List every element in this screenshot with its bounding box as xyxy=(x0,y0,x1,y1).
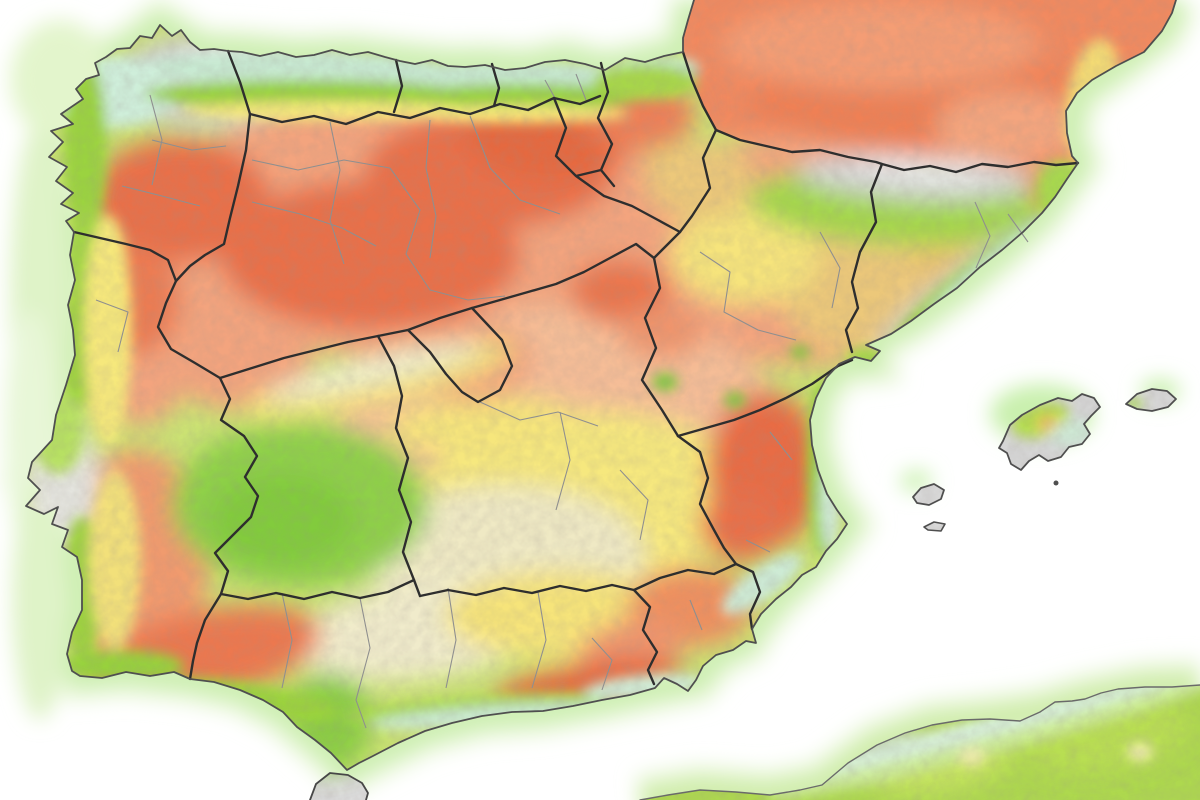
province-border xyxy=(689,431,793,631)
peninsula-coastline xyxy=(25,0,1177,771)
galicia-border xyxy=(174,49,252,283)
formentera-coastline xyxy=(923,521,946,532)
province-border xyxy=(974,201,1029,269)
basque-navarra-border xyxy=(596,61,616,188)
spain-france-border xyxy=(681,50,1080,174)
province-border xyxy=(251,201,377,247)
aragon-west-border xyxy=(640,230,682,438)
mallorca-coastline xyxy=(998,393,1101,471)
murcia-borders xyxy=(632,562,762,686)
menorca-coastline xyxy=(1125,388,1177,412)
province-border xyxy=(251,159,391,171)
atlantic-halo-3 xyxy=(12,480,68,720)
province-border xyxy=(544,73,587,101)
province-borders xyxy=(95,73,1029,729)
province-border xyxy=(281,587,613,729)
africa-coastline xyxy=(639,684,1200,800)
castilla-leon-south-border xyxy=(218,242,656,380)
tangier-coastline xyxy=(309,772,369,800)
province-border xyxy=(389,167,506,301)
region-borders xyxy=(72,49,1080,686)
catalonia-aragon-border xyxy=(844,162,884,354)
la-rioja-border xyxy=(552,96,682,234)
province-border xyxy=(699,231,841,341)
province-border xyxy=(469,115,561,215)
asturias-cantabria-basque-borders xyxy=(392,58,501,114)
province-border xyxy=(329,121,345,265)
ibiza-coastline xyxy=(912,483,945,506)
valencia-clm-border xyxy=(676,434,738,566)
spain-portugal-border xyxy=(72,230,260,681)
province-border xyxy=(121,94,227,207)
andalucia-north-border xyxy=(219,578,636,601)
madrid-border xyxy=(406,306,514,404)
province-border xyxy=(95,299,129,353)
extremadura-clm-border xyxy=(376,334,422,598)
province-border xyxy=(479,401,649,541)
cabrera-islet xyxy=(1053,480,1059,486)
coastlines xyxy=(25,0,1200,800)
province-border xyxy=(425,119,437,259)
navarra-aragon-border xyxy=(678,128,718,234)
